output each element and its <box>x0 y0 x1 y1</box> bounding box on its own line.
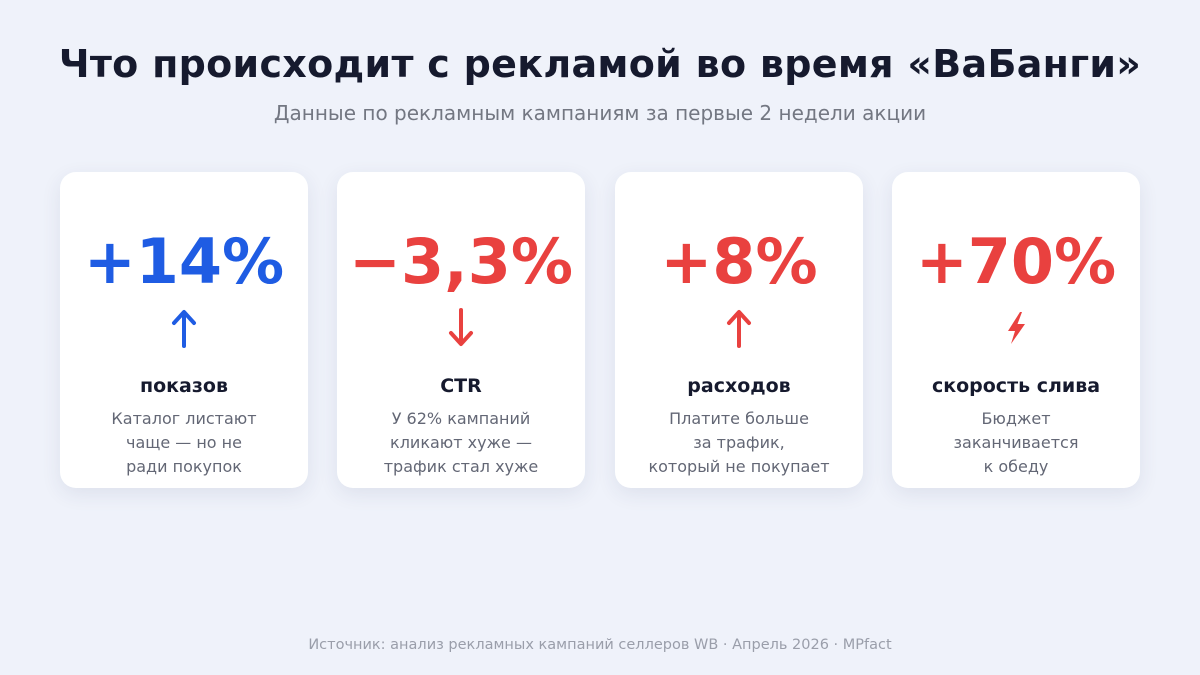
stat-description: Бюджет заканчивается к обеду <box>953 409 1079 476</box>
stat-description: Каталог листают чаще — но не ради покупо… <box>111 409 257 476</box>
stat-value: +14% <box>83 225 285 298</box>
page-subtitle: Данные по рекламным кампаниям за первые … <box>273 101 927 125</box>
stat-card-impressions: +14% показов Каталог листают чаще — но н… <box>60 172 308 488</box>
lightning-icon <box>892 308 1140 358</box>
stat-card-burn-rate: +70% скорость слива Бюджет заканчивается… <box>892 172 1140 488</box>
stats-cards: +14% показов Каталог листают чаще — но н… <box>60 172 1140 488</box>
stat-label: скорость слива <box>931 375 1101 397</box>
arrow-up-icon <box>60 308 308 358</box>
page-title: Что происходит с рекламой во время «ВаБа… <box>58 42 1142 86</box>
stat-card-spend: +8% расходов Платите больше за трафик, к… <box>615 172 863 488</box>
stat-label: показов <box>139 375 228 397</box>
arrow-down-icon <box>337 308 585 358</box>
stat-card-ctr: −3,3% CTR У 62% кампаний кликают хуже — … <box>337 172 585 488</box>
stat-label: расходов <box>687 375 791 397</box>
arrow-up-icon <box>615 308 863 358</box>
stat-value: −3,3% <box>349 225 573 298</box>
stat-value: +70% <box>915 225 1117 298</box>
stat-description: У 62% кампаний кликают хуже — трафик ста… <box>383 409 539 476</box>
stat-label: CTR <box>440 375 482 397</box>
stat-description: Платите больше за трафик, который не пок… <box>648 409 830 476</box>
source-note: Источник: анализ рекламных кампаний селл… <box>308 637 892 653</box>
stat-value: +8% <box>660 225 818 298</box>
